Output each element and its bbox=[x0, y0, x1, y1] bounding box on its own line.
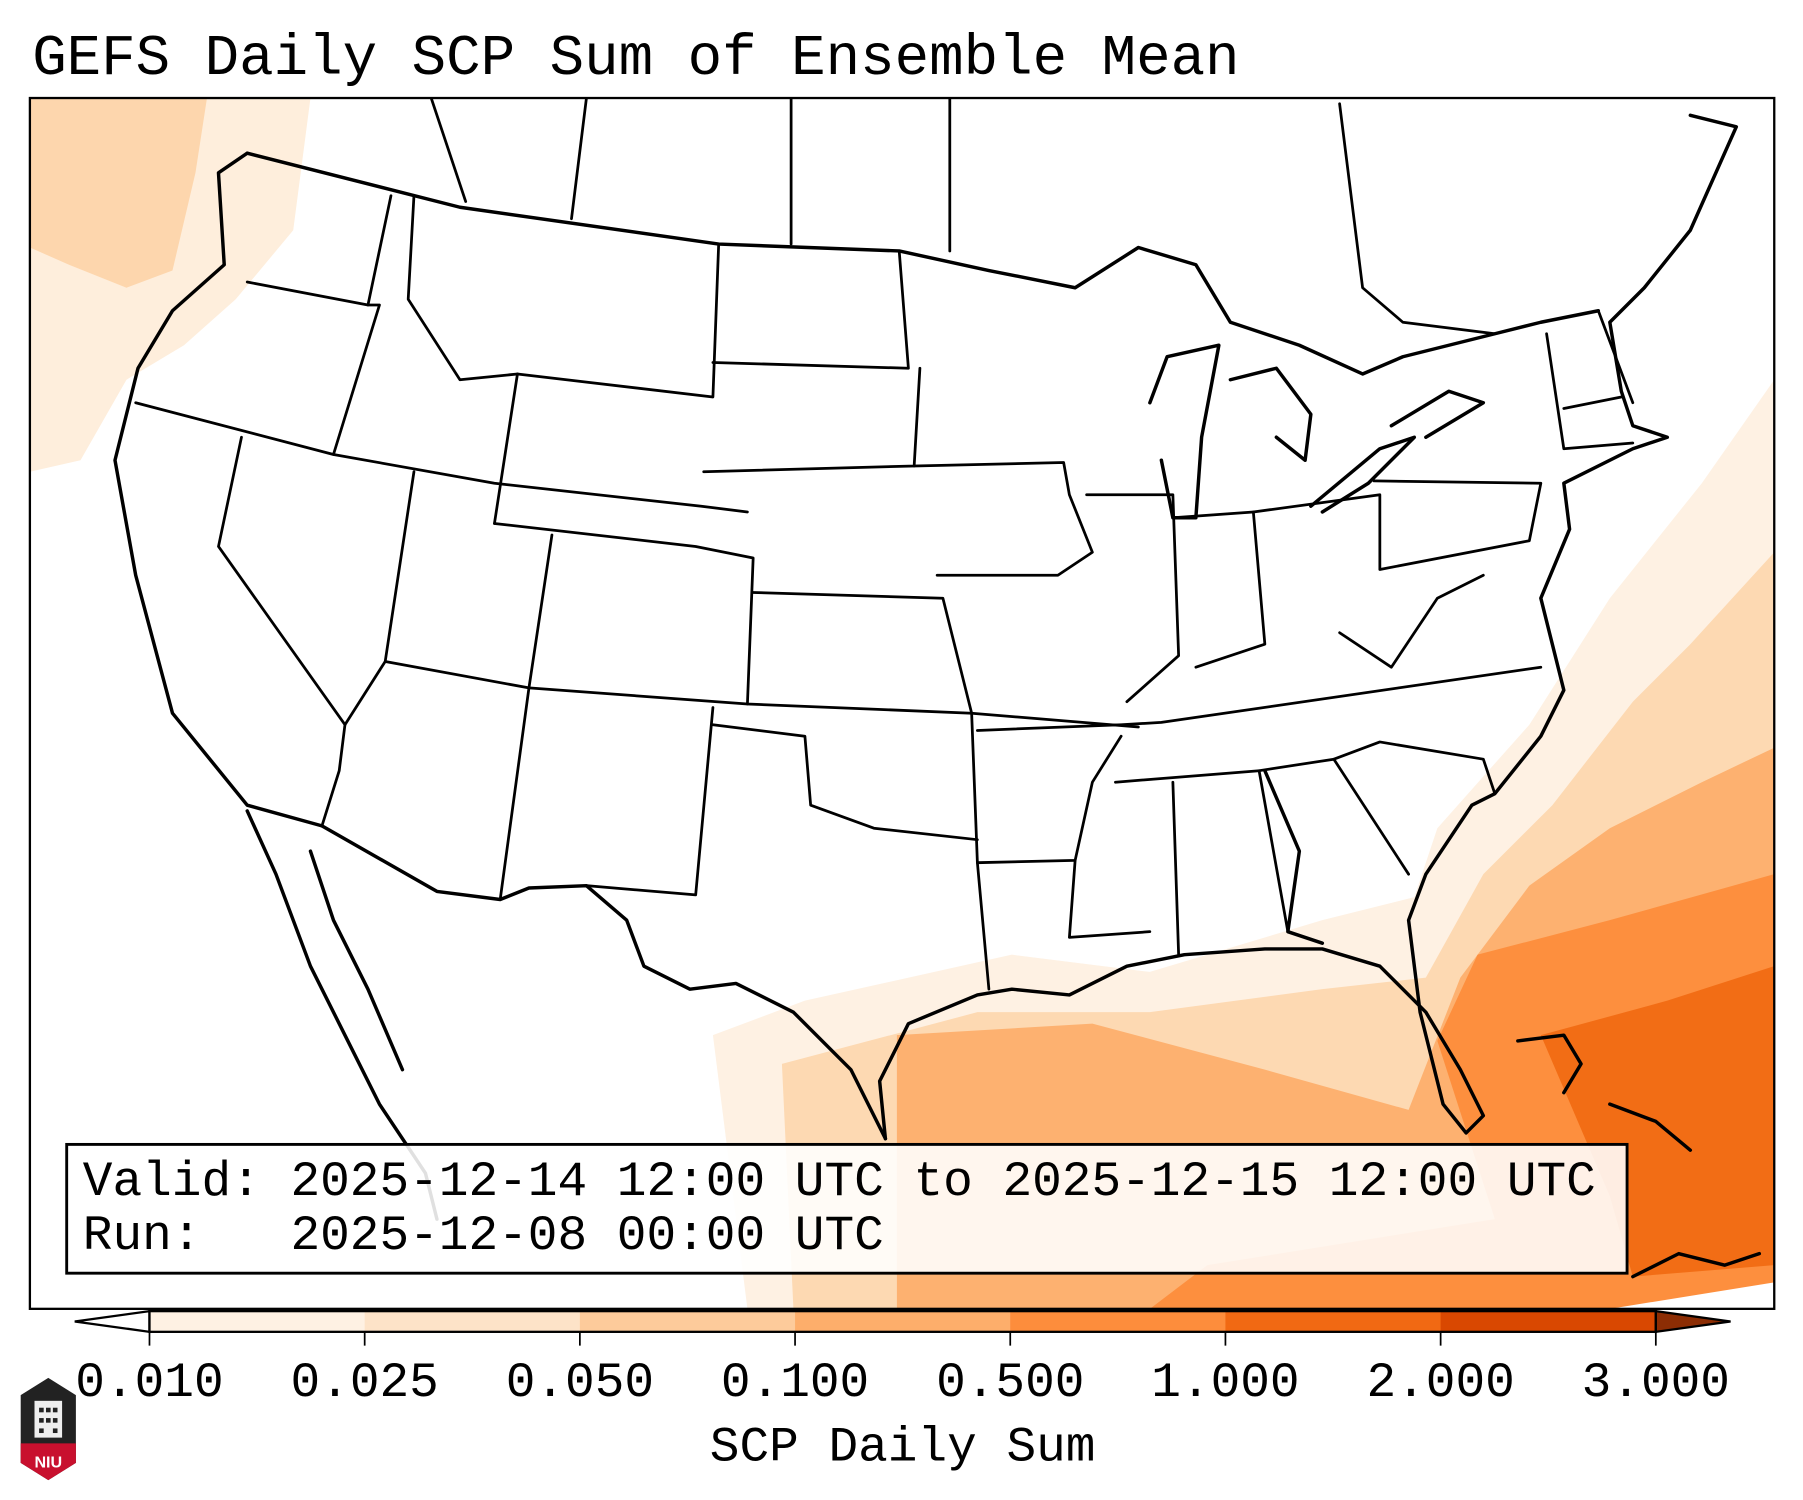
colorbar-segment bbox=[1010, 1311, 1227, 1332]
colorbar-tick-label: 0.010 bbox=[75, 1355, 223, 1411]
colorbar-label: SCP Daily Sum bbox=[710, 1420, 1096, 1476]
colorbar-segment bbox=[1440, 1311, 1657, 1332]
map-frame bbox=[28, 96, 1776, 1310]
colorbar-tick-label: 1.000 bbox=[1151, 1355, 1299, 1411]
colorbar-tick-label: 0.500 bbox=[936, 1355, 1084, 1411]
map-panel bbox=[29, 98, 1775, 1309]
colorbar-under-extension bbox=[74, 1309, 151, 1334]
colorbar: 0.010 0.025 0.050 0.100 0.500 1.000 2.000 3.000 bbox=[74, 1309, 1731, 1411]
colorbar-segment bbox=[579, 1311, 796, 1332]
colorbar-tick-label: 0.025 bbox=[291, 1355, 439, 1411]
colorbar-segment bbox=[364, 1311, 581, 1332]
colorbar-segment bbox=[149, 1311, 366, 1332]
colorbar-outline bbox=[148, 1309, 1657, 1333]
svg-text:NIU: NIU bbox=[34, 1454, 62, 1472]
state-lines bbox=[134, 98, 1635, 991]
colorbar-segment bbox=[1225, 1311, 1442, 1332]
niu-logo: NIU bbox=[20, 1377, 76, 1481]
colorbar-tick-label: 0.100 bbox=[721, 1355, 869, 1411]
figure-title: GEFS Daily SCP Sum of Ensemble Mean bbox=[32, 27, 1239, 92]
coastline-and-borders bbox=[113, 113, 1762, 1279]
info-box: Valid: 2025-12-14 12:00 UTC to 2025-12-1… bbox=[65, 1142, 1629, 1275]
colorbar-tick-label: 3.000 bbox=[1582, 1355, 1730, 1411]
colorbar-segment bbox=[795, 1311, 1011, 1332]
colorbar-tick-label: 0.050 bbox=[506, 1355, 654, 1411]
colorbar-tick-label: 2.000 bbox=[1366, 1355, 1514, 1411]
valid-time-text: Valid: 2025-12-14 12:00 UTC to 2025-12-1… bbox=[83, 1154, 1596, 1210]
colorbar-over-extension bbox=[1654, 1309, 1731, 1334]
run-time-text: Run: 2025-12-08 00:00 UTC bbox=[83, 1208, 884, 1264]
